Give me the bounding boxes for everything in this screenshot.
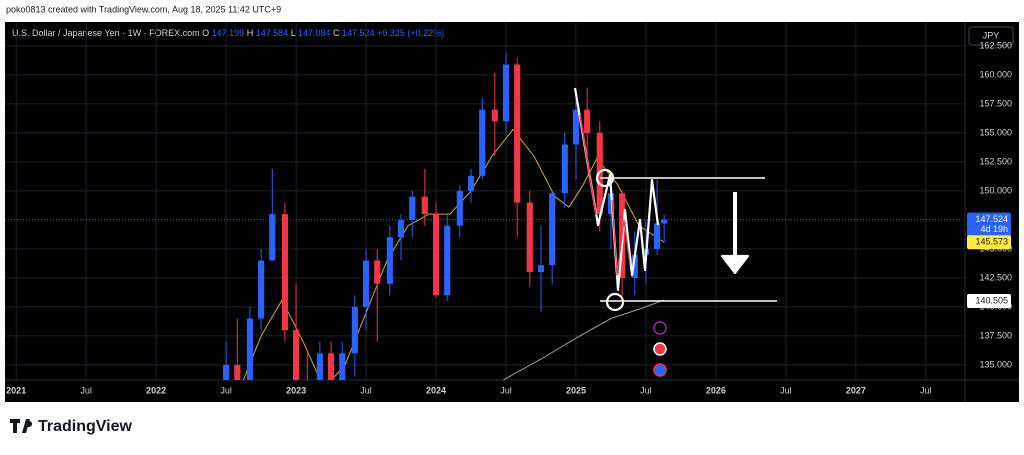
y-tick-label: 152.500 <box>979 156 1012 166</box>
event-icon[interactable] <box>653 342 667 356</box>
header-text: L <box>291 28 296 38</box>
zigzag <box>573 87 660 292</box>
x-tick-label: Jul <box>780 385 792 395</box>
candle-body <box>456 190 463 226</box>
candle-body <box>491 109 498 122</box>
header-text: U.S. Dollar / Japanese Yen · 1W · FOREX.… <box>12 28 200 38</box>
candle-body <box>386 237 393 284</box>
zigzag-accent <box>611 199 631 276</box>
candle-body <box>339 353 346 380</box>
y-tick-label: 157.500 <box>979 98 1012 108</box>
candle-body <box>409 196 416 220</box>
header-text: 147.084 <box>298 28 331 38</box>
x-tick-label: 2022 <box>146 385 166 395</box>
candle-body <box>537 265 545 273</box>
zigzag-accent <box>579 114 597 216</box>
candle-body <box>212 423 218 450</box>
candle-body <box>444 225 451 296</box>
x-tick-label: 2025 <box>566 385 586 395</box>
x-tick-label: Jul <box>920 385 932 395</box>
brand-logo <box>10 419 33 433</box>
y-tick-label: 155.000 <box>979 127 1012 137</box>
candle-body <box>572 109 580 145</box>
brand-name: TradingView <box>38 418 133 435</box>
candle-body <box>223 364 230 380</box>
candle-body <box>584 109 591 133</box>
candle-body <box>246 318 253 380</box>
last-price-label-box <box>967 212 1011 237</box>
y-tick-label: 137.500 <box>979 330 1012 340</box>
x-tick-label: 2027 <box>846 385 866 395</box>
candle-body <box>479 109 486 176</box>
header-text: H <box>247 28 254 38</box>
candle-body <box>432 214 440 296</box>
event-icons <box>653 321 667 377</box>
x-tick-label: Jul <box>360 385 372 395</box>
candle-body <box>526 202 533 273</box>
y-tick-label: 150.000 <box>979 185 1012 195</box>
level-label-box <box>967 294 1011 309</box>
x-tick-label: 2024 <box>426 385 446 395</box>
y-tick-label: 135.000 <box>979 359 1012 369</box>
brand: TradingView <box>10 418 133 435</box>
candle-body <box>269 214 276 261</box>
candle-body <box>467 175 475 191</box>
marker-circle <box>595 168 615 188</box>
candle-body <box>561 144 568 194</box>
candle-body <box>327 353 335 380</box>
candle-body <box>549 193 556 266</box>
x-tick-label: Jul <box>80 385 92 395</box>
candle-body <box>514 64 521 203</box>
marker-circle <box>605 292 625 312</box>
candle-body <box>362 260 370 307</box>
ma-price-label-box <box>967 235 1011 250</box>
candle-body <box>502 64 510 122</box>
candle-body <box>654 223 661 249</box>
candle-body <box>234 364 241 380</box>
credit: poko0813 created with TradingView.com, A… <box>6 4 281 14</box>
y-tick-label: 160.000 <box>979 69 1012 79</box>
candle-body <box>281 214 288 331</box>
candle-body <box>351 306 358 354</box>
x-tick-label: 2026 <box>706 385 726 395</box>
candle-body <box>304 411 310 423</box>
event-icon[interactable] <box>653 321 667 335</box>
x-tick-label: 2023 <box>286 385 306 395</box>
candle-body <box>661 219 668 224</box>
header-text: +0.325 (+0.22%) <box>377 28 444 38</box>
candle-body <box>316 353 323 380</box>
moving-average <box>502 299 665 380</box>
chart-pane <box>5 22 1019 402</box>
header-text: 147.524 <box>342 28 375 38</box>
x-tick-label: Jul <box>500 385 512 395</box>
plot <box>5 22 965 450</box>
header-text: C <box>333 28 340 38</box>
y-tick-label: 162.500 <box>979 40 1012 50</box>
header-text: 147.199 <box>212 28 245 38</box>
currency-button[interactable] <box>968 26 1014 46</box>
symbol-header: U.S. Dollar / Japanese Yen · 1W · FOREX.… <box>12 28 444 38</box>
x-tick-label: Jul <box>220 385 232 395</box>
arrow-head <box>720 254 750 275</box>
header-text: O <box>202 28 209 38</box>
candle-body <box>397 219 405 238</box>
x-tick-label: 2021 <box>6 385 26 395</box>
last-price-label: 147.524 <box>975 214 1008 224</box>
level-label: 140.505 <box>975 295 1008 305</box>
y-tick-label: 142.500 <box>979 272 1012 282</box>
last-price-label-countdown: 4d 19h <box>980 224 1008 234</box>
drawings <box>573 87 765 312</box>
x-tick-label: Jul <box>640 385 652 395</box>
candle-body <box>374 260 381 284</box>
candle-body <box>293 330 300 380</box>
candle-body <box>258 260 265 319</box>
candle-body <box>631 254 638 278</box>
event-icon[interactable] <box>653 363 667 377</box>
ma-price-label: 145.573 <box>975 237 1008 247</box>
currency-label: JPY <box>983 30 1000 40</box>
candle-body <box>421 196 428 215</box>
header-text: 147.584 <box>256 28 289 38</box>
